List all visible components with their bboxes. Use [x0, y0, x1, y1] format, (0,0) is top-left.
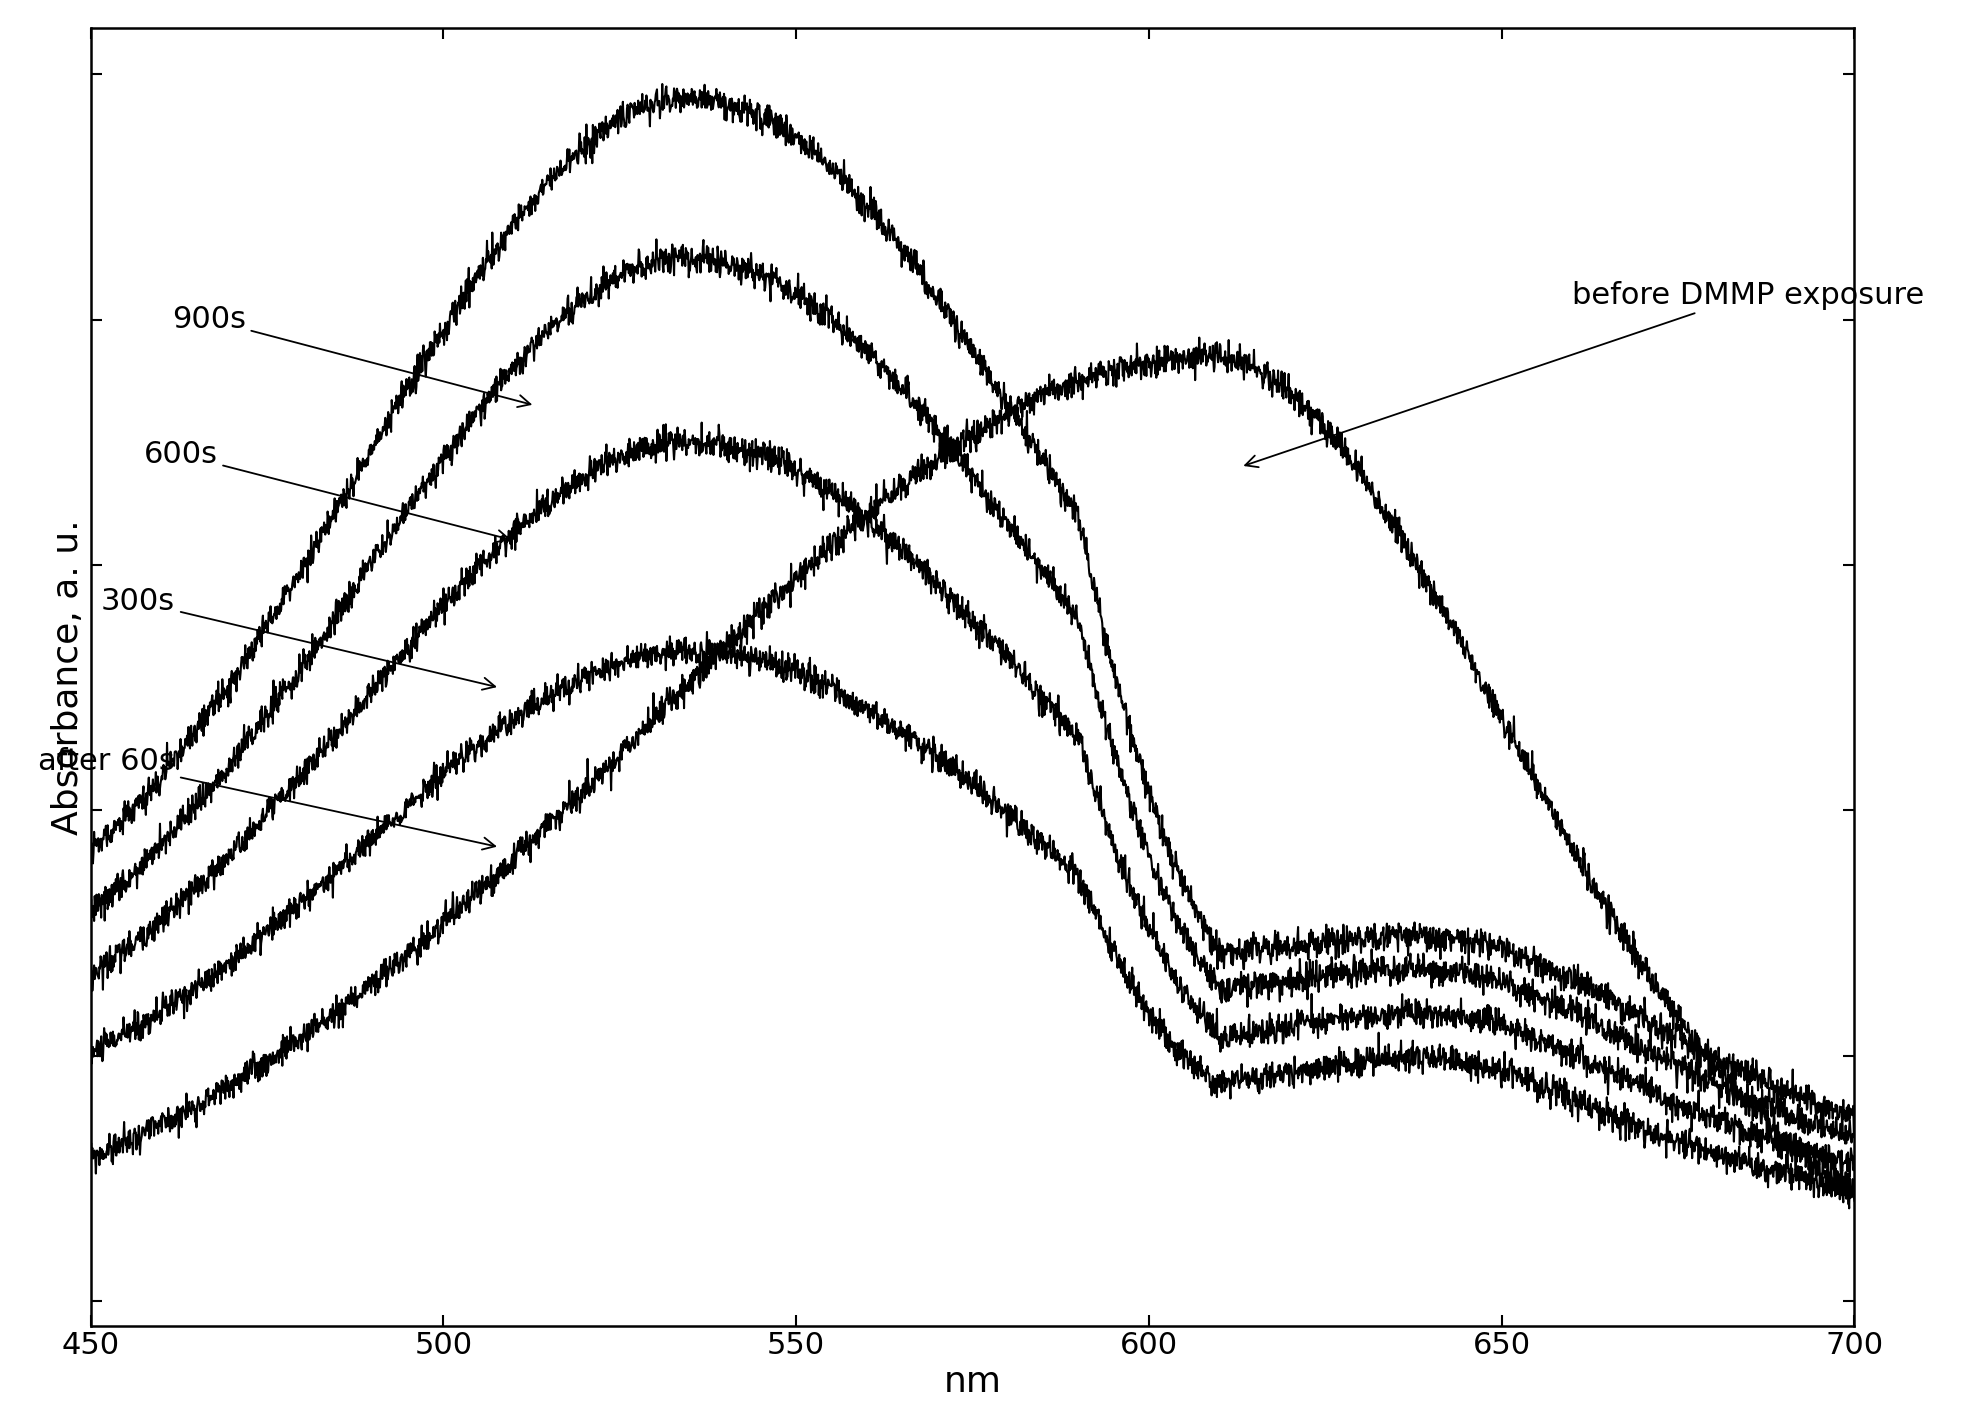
Text: after 60s: after 60s: [38, 746, 495, 849]
Text: 300s: 300s: [101, 588, 495, 689]
Text: before DMMP exposure: before DMMP exposure: [1244, 281, 1924, 467]
Text: 600s: 600s: [143, 440, 509, 542]
X-axis label: nm: nm: [944, 1366, 1002, 1400]
Y-axis label: Absorbance, a. u.: Absorbance, a. u.: [52, 519, 85, 835]
Text: 900s: 900s: [171, 305, 531, 407]
